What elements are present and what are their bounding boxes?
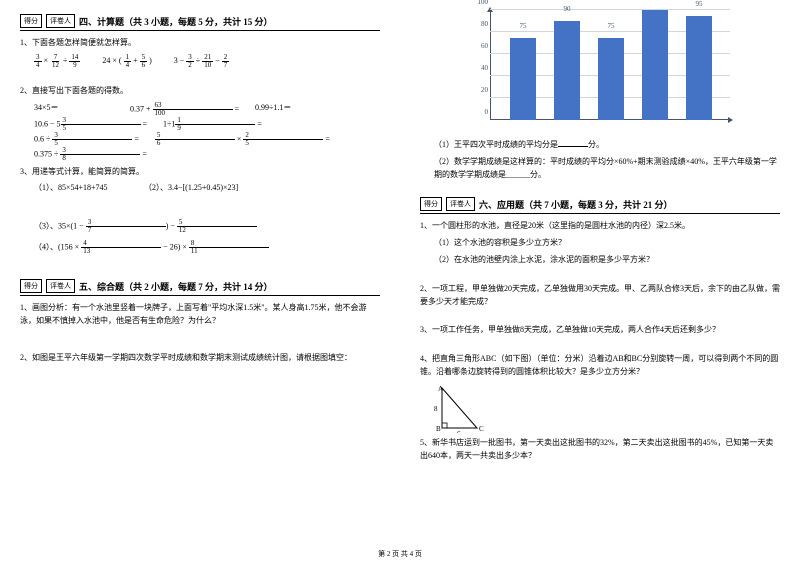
score-label: 得分: [420, 197, 442, 211]
triangle-figure: A B C 8 6: [432, 383, 492, 433]
q5-1: 1、画图分析：有一个水池里竖着一块牌子，上面写着"平均水深1.5米"。某人身高1…: [20, 302, 380, 328]
svg-text:8: 8: [434, 405, 438, 413]
section-6-head: 得分 评卷人 六、应用题（共 7 小题，每题 3 分，共计 21 分）: [420, 197, 780, 214]
q6-2: 2、一项工程，甲单独做20天完成，乙单独做用30天完成。甲、乙两队合修3天后，余…: [420, 283, 780, 309]
section-4-title: 四、计算题（共 3 小题，每题 5 分，共计 15 分）: [79, 15, 273, 28]
q5-2: 2、如图是王平六年级第一学期四次数学平时成绩和数学期末测试成绩统计图，请根据图填…: [20, 352, 380, 365]
score-label: 得分: [20, 14, 42, 28]
svg-text:B: B: [436, 425, 441, 433]
q6-1a: （1）这个水池的容积是多少立方米？: [420, 237, 780, 250]
q6-1: 1、一个圆柱形的水池，直径是20米（这里指的是圆柱水池的内径）深2.5米。: [420, 220, 780, 233]
q4-3-items-b: （3）、35×(1 − 37) − 512 （4）、(156 × 413 − 2…: [20, 219, 380, 255]
q6-4: 4、把直角三角形ABC（如下图）（单位：分米）沿着边AB和BC分别旋转一周，可以…: [420, 353, 780, 379]
reviewer-label: 评卷人: [446, 197, 475, 211]
svg-text:A: A: [438, 385, 443, 393]
q4-2-items: 34×5＝ 0.37 + 63100 = 0.99÷1.1＝ 10.6 − 53…: [20, 102, 380, 162]
page-footer: 第 2 页 共 4 页: [0, 549, 800, 559]
q6-3: 3、一项工作任务，甲单独做8天完成，乙单独做10天完成，两人合作4天后还剩多少？: [420, 324, 780, 337]
q4-3-items: （1）、85×54+18+745 （2）、3.4−[(1.25+0.45)×23…: [20, 182, 380, 195]
q4-2: 2、直接写出下面各题的得数。: [20, 85, 380, 98]
section-4-head: 得分 评卷人 四、计算题（共 3 小题，每题 5 分，共计 15 分）: [20, 14, 380, 31]
q4-3: 3、用递等式计算，能简算的简算。: [20, 166, 380, 179]
svg-text:C: C: [479, 425, 484, 433]
section-6-title: 六、应用题（共 7 小题，每题 3 分，共计 21 分）: [479, 198, 673, 211]
chart-q1: （1）王平四次平时成绩的平均分是分。: [420, 138, 780, 152]
section-5-title: 五、综合题（共 2 小题，每题 7 分，共计 14 分）: [79, 280, 273, 293]
score-label: 得分: [20, 279, 42, 293]
reviewer-label: 评卷人: [46, 14, 75, 28]
q6-1b: （2）在水池的池壁内涂上水泥，涂水泥的面积是多少平方米？: [420, 254, 780, 267]
q6-5: 5、新华书店运到一批图书，第一天卖出这批图书的32%，第二天卖出这批图书的45%…: [420, 437, 780, 463]
reviewer-label: 评卷人: [46, 279, 75, 293]
q4-1: 1、下面各题怎样简便就怎样算。: [20, 37, 380, 50]
chart-q2: （2）数学学期成绩是这样算的：平时成绩的平均分×60%+期末测验成绩×40%，王…: [420, 156, 780, 182]
svg-text:6: 6: [457, 430, 461, 433]
bar-chart: 02040608010075907510095: [470, 10, 730, 130]
section-5-head: 得分 评卷人 五、综合题（共 2 小题，每题 7 分，共计 14 分）: [20, 279, 380, 296]
q4-1-items: 34 × 712 ÷ 149 24 × ( 14 + 56 ) 3 − 32 ÷…: [20, 54, 380, 69]
